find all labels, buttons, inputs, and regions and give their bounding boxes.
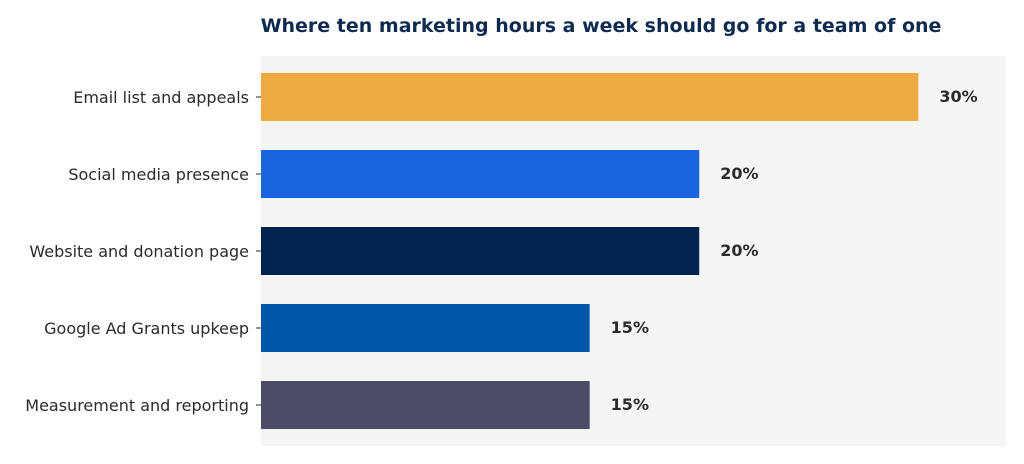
bar-1: [261, 73, 919, 121]
category-label-3: Website and donation page: [29, 242, 249, 261]
bar-3: [261, 227, 700, 275]
value-label-2: 20%: [720, 164, 758, 183]
bar-4: [261, 304, 590, 352]
category-label-2: Social media presence: [68, 165, 249, 184]
value-label-1: 30%: [939, 87, 977, 106]
bars-group: Email list and appeals 30% Social media pr…: [25, 73, 978, 429]
chart-title: Where ten marketing hours a week should …: [261, 15, 942, 37]
bar-2: [261, 150, 700, 198]
value-label-3: 20%: [720, 241, 758, 260]
category-label-4: Google Ad Grants upkeep: [44, 319, 249, 338]
category-label-5: Measurement and reporting: [25, 396, 249, 415]
category-label-1: Email list and appeals: [73, 88, 249, 107]
value-label-5: 15%: [611, 395, 649, 414]
bar-5: [261, 381, 590, 429]
value-label-4: 15%: [611, 318, 649, 337]
